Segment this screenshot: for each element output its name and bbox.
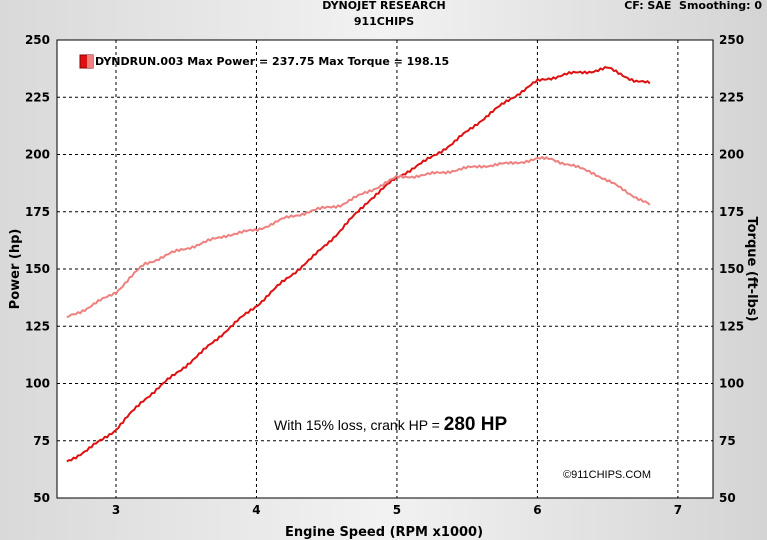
header-correction: CF: SAE Smoothing: 0 — [624, 0, 762, 12]
torque-curve — [66, 156, 651, 319]
loss-annotation: With 15% loss, crank HP = 280 HP — [274, 414, 507, 435]
loss-annotation-prefix: With 15% loss, crank HP = — [274, 417, 444, 433]
watermark: ©911CHIPS.COM — [563, 469, 651, 481]
y-tick-label-left: 100 — [25, 377, 50, 391]
y-tick-label-right: 100 — [719, 377, 744, 391]
grid-lines — [57, 40, 713, 498]
header-title: DYNOJET RESEARCH — [322, 0, 445, 12]
y-tick-label-left: 225 — [25, 90, 50, 104]
y-tick-label-right: 125 — [719, 319, 744, 333]
loss-annotation-value: 280 HP — [444, 414, 508, 435]
y-tick-label-right: 200 — [719, 148, 744, 162]
y-tick-label-right: 250 — [719, 33, 744, 47]
legend: DYNDRUN.003 Max Power = 237.75 Max Torqu… — [79, 54, 449, 69]
x-tick-label: 6 — [533, 503, 541, 517]
y-tick-label-left: 250 — [25, 33, 50, 47]
x-tick-label: 5 — [393, 503, 401, 517]
y-tick-label-left: 200 — [25, 148, 50, 162]
x-tick-label: 4 — [252, 503, 260, 517]
curves — [66, 66, 651, 463]
y-tick-label-left: 125 — [25, 319, 50, 333]
y-tick-label-right: 225 — [719, 90, 744, 104]
legend-swatch-light — [87, 55, 93, 68]
x-tick-label: 3 — [112, 503, 120, 517]
y-axis-label-right: Torque (ft-lbs) — [744, 216, 759, 321]
y-tick-label-left: 150 — [25, 262, 50, 276]
legend-text: DYNDRUN.003 Max Power = 237.75 Max Torqu… — [95, 55, 449, 68]
y-tick-label-right: 75 — [719, 434, 736, 448]
header-subtitle: 911CHIPS — [354, 15, 414, 28]
y-tick-label-right: 175 — [719, 205, 744, 219]
y-tick-label-left: 75 — [33, 434, 50, 448]
y-tick-label-left: 175 — [25, 205, 50, 219]
y-tick-label-right: 50 — [719, 491, 736, 505]
power-curve — [66, 66, 651, 463]
y-tick-label-right: 150 — [719, 262, 744, 276]
x-axis-label: Engine Speed (RPM x1000) — [285, 525, 483, 540]
x-tick-label: 7 — [674, 503, 682, 517]
y-tick-label-left: 50 — [33, 491, 50, 505]
y-axis-label-left: Power (hp) — [8, 229, 23, 310]
